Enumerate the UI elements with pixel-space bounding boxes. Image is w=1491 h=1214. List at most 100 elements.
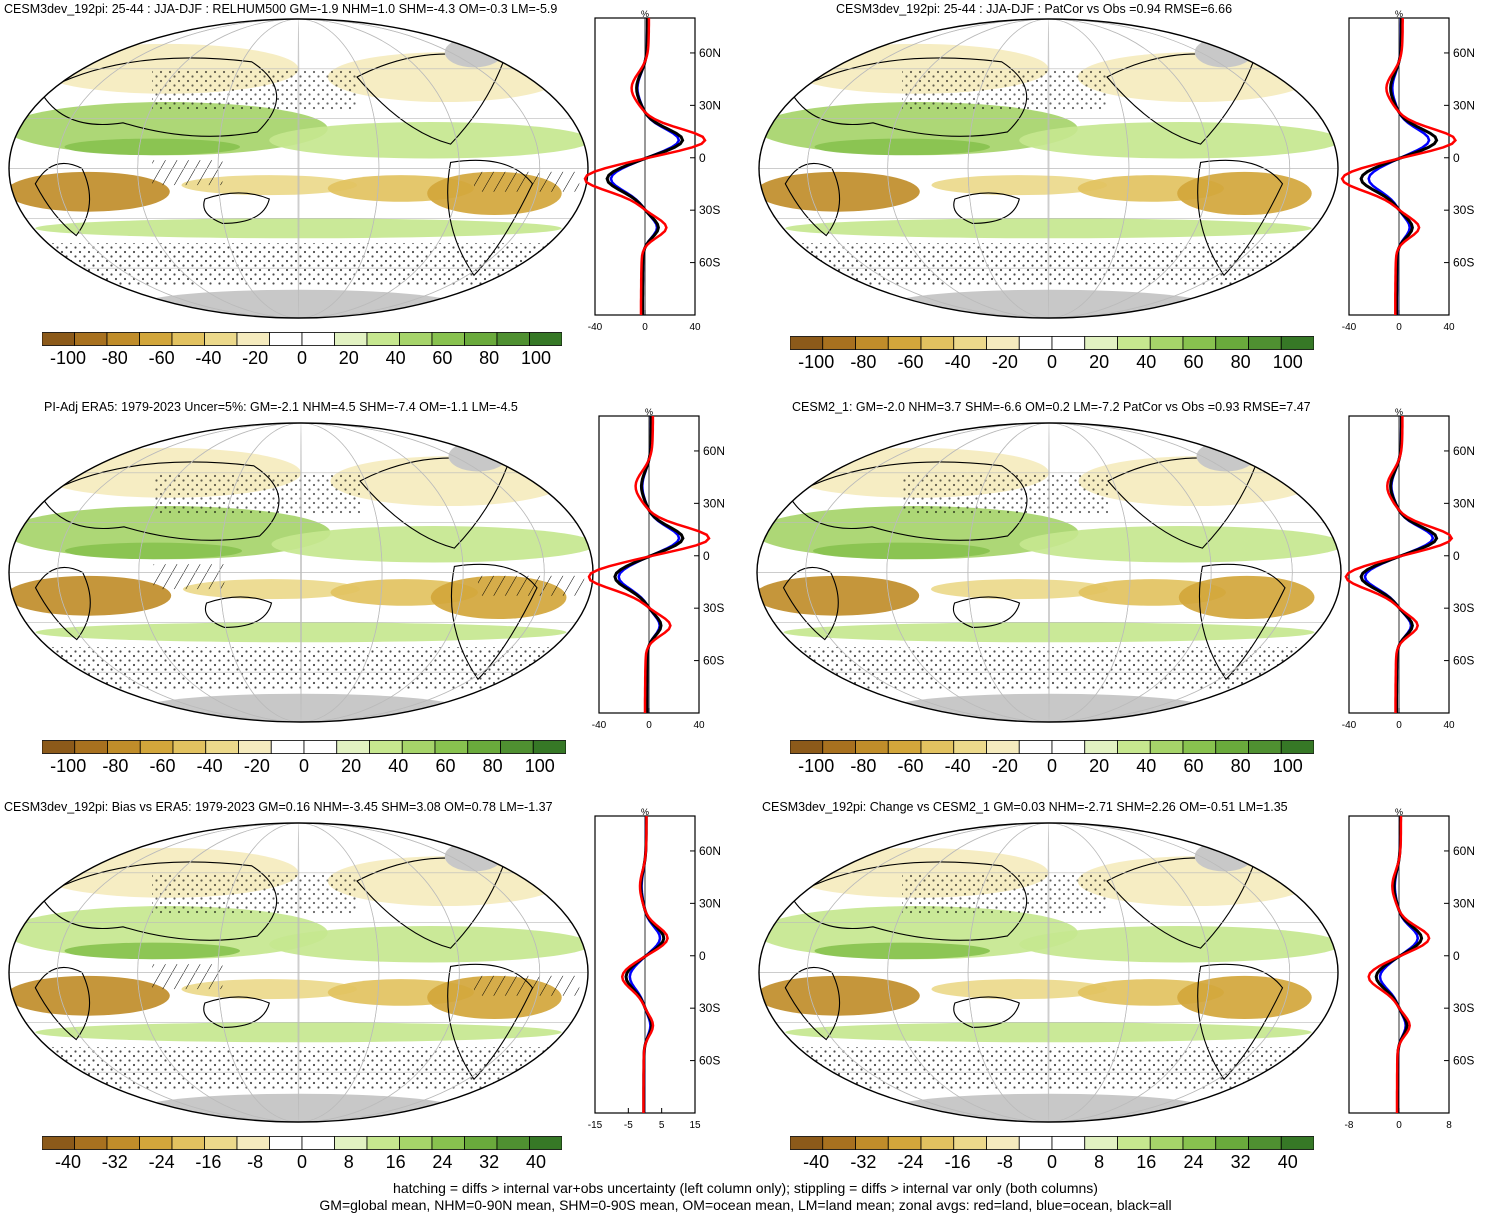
green-anomaly — [785, 218, 1312, 239]
colorbar-label: 8 — [1094, 1152, 1105, 1172]
panel-title: CESM3dev_192pi: 25-44 : JJA-DJF : RELHUM… — [4, 2, 558, 16]
lat-label: 30S — [1453, 601, 1474, 615]
hatching — [474, 171, 580, 192]
lat-label: 30S — [1453, 203, 1474, 217]
zonal-unit: % — [641, 10, 649, 19]
hatching — [478, 575, 585, 596]
coastline — [784, 162, 841, 237]
colorbar-box — [855, 740, 889, 754]
green-anomaly — [814, 138, 990, 156]
colorbar-boxes — [790, 1136, 1314, 1150]
lat-label: 60N — [1453, 844, 1474, 858]
graticule-lon — [217, 823, 380, 1122]
coastline — [790, 861, 1028, 941]
colorbar-boxes — [790, 740, 1314, 754]
red-land-curve — [1340, 18, 1457, 315]
colorbar-box — [1215, 740, 1249, 754]
colorbar-label: -100 — [798, 756, 835, 776]
colorbar-label: 80 — [1230, 756, 1251, 776]
lat-label: 30S — [703, 601, 724, 615]
colorbar-label: -8 — [247, 1152, 264, 1172]
x-tick-label: 0 — [1396, 322, 1402, 333]
lat-label: 0 — [703, 549, 710, 563]
colorbar-label: 24 — [432, 1152, 453, 1172]
green-anomaly — [1019, 121, 1338, 159]
x-tick-label: -40 — [1342, 322, 1357, 333]
graticule-lon — [967, 423, 1131, 722]
colorbar-box — [986, 740, 1020, 754]
panel-p3: PI-Adj ERA5: 1979-2023 Uncer=5%: GM=-2.1… — [0, 398, 745, 798]
colorbar-label: -100 — [798, 352, 835, 372]
graticule-lon — [1048, 423, 1050, 722]
colorbar-box — [171, 1136, 205, 1150]
antarctica-missing — [139, 289, 458, 318]
green-anomaly — [35, 622, 567, 643]
colorbar-box — [790, 1136, 824, 1150]
graticule-lon — [56, 19, 541, 318]
colorbar-box — [336, 740, 370, 754]
antarctica-missing — [889, 289, 1208, 318]
stippling — [901, 472, 1108, 515]
colorbar-box — [887, 336, 922, 350]
x-tick-label: -8 — [1345, 1120, 1354, 1131]
stippling — [902, 872, 1107, 915]
x-tick-label: 8 — [1446, 1120, 1452, 1131]
zonal-unit: % — [641, 808, 649, 817]
colorbar-label: -60 — [897, 756, 924, 776]
graticule-lon — [137, 19, 460, 318]
graticule-lon — [1047, 19, 1050, 318]
zonal-unit: % — [1395, 808, 1403, 817]
colorbar-box — [1215, 336, 1249, 350]
colorbar-box — [431, 1136, 465, 1150]
colorbar-box — [236, 1136, 270, 1150]
coastline — [356, 857, 505, 949]
colorbar-box — [106, 1136, 140, 1150]
colorbar-label: -24 — [148, 1152, 175, 1172]
colorbar-label: 80 — [1230, 352, 1251, 372]
colorbar-box — [270, 740, 305, 754]
coastline — [790, 57, 1028, 137]
colorbar-box — [204, 332, 238, 346]
colorbar-label: -100 — [49, 348, 87, 368]
zonal-mean-plot: % 60N 30N 0 30S 60S -8 0 8 — [1345, 808, 1474, 1131]
colorbar-boxes — [42, 1136, 562, 1150]
antarctica-missing — [888, 693, 1210, 722]
stippling — [9, 243, 588, 285]
colorbar-label: -32 — [850, 1152, 877, 1172]
stippling — [902, 68, 1107, 111]
colorbar-label: -40 — [54, 1152, 82, 1172]
colorbar-label: 100 — [520, 348, 552, 368]
colorbar: -40 -32 -24 -16 -8 0 8 16 24 32 40 — [790, 1136, 1314, 1181]
coastline — [40, 461, 280, 541]
panel-p6: CESM3dev_192pi: Change vs CESM2_1 GM=0.0… — [746, 798, 1491, 1198]
colorbar-box — [1182, 740, 1217, 754]
x-tick-label: 0 — [646, 720, 652, 731]
colorbar-box — [366, 332, 400, 346]
colorbar-box — [467, 740, 501, 754]
lat-label: 60N — [699, 46, 720, 60]
colorbar-label: 16 — [385, 1152, 406, 1172]
colorbar-label: 60 — [1183, 756, 1204, 776]
colorbar-label: -40 — [196, 756, 223, 776]
lat-label: 30N — [1453, 896, 1474, 910]
colorbar-label: 40 — [385, 348, 406, 368]
colorbar-box — [529, 332, 562, 346]
lat-label: 0 — [1453, 949, 1460, 963]
colorbar-box — [986, 1136, 1020, 1150]
green-anomaly — [64, 138, 240, 156]
colorbar-label: 16 — [1136, 1152, 1157, 1172]
lat-label: 60N — [1453, 444, 1474, 458]
lat-label: 30S — [1453, 1001, 1474, 1015]
colorbar: -100 -80 -60 -40 -20 0 20 40 60 80 100 — [790, 740, 1314, 785]
colorbar-box — [301, 1136, 335, 1150]
brown-anomaly — [9, 575, 172, 616]
coastline — [204, 596, 273, 628]
zonal-unit: % — [1395, 408, 1403, 417]
red-land-curve — [1367, 816, 1431, 1113]
colorbar-box — [1182, 336, 1217, 350]
colorbar: -100 -80 -60 -40 -20 0 20 40 60 80 100 — [42, 332, 562, 377]
x-tick-label: -15 — [588, 1120, 603, 1131]
coastline — [782, 566, 839, 641]
brown-anomaly — [183, 579, 360, 600]
colorbar-label: 0 — [1046, 1152, 1058, 1172]
